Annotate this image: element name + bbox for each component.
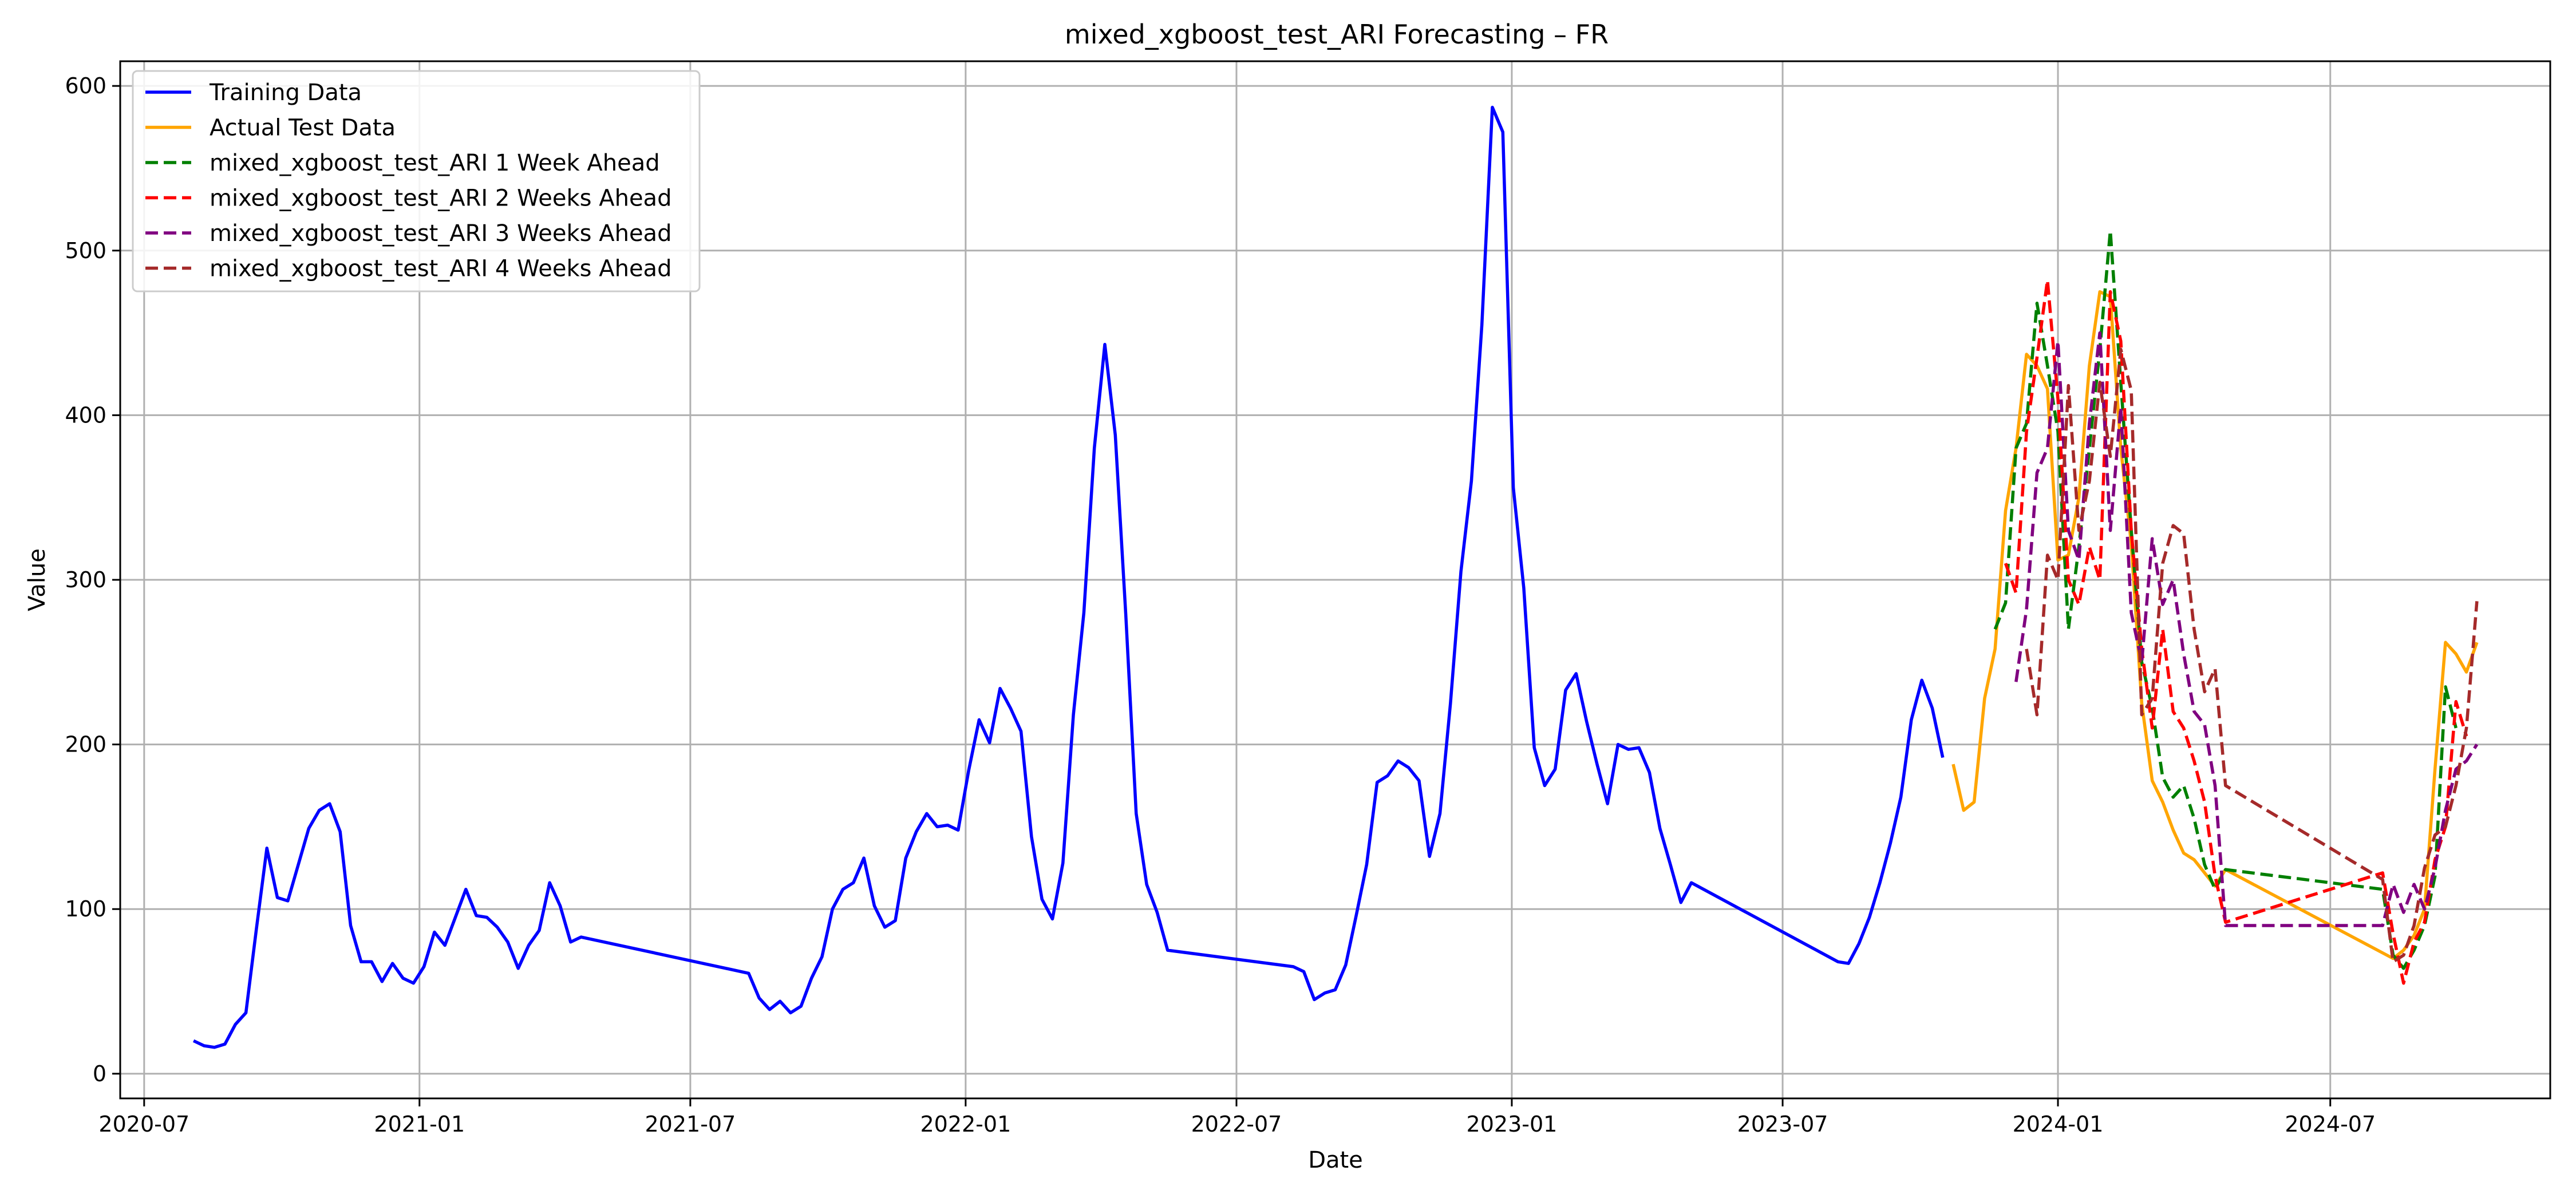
series-line-4 <box>2004 278 2468 985</box>
legend-box <box>132 70 701 292</box>
x-axis-label: Date <box>1308 1147 1363 1173</box>
y-tick-label: 200 <box>65 732 106 757</box>
x-tick-label: 2022-07 <box>1191 1112 1282 1137</box>
x-tick-label: 2024-01 <box>2013 1112 2104 1137</box>
x-tick-label: 2023-01 <box>1467 1112 1558 1137</box>
x-tick-label: 2020-07 <box>98 1112 189 1137</box>
legend-label: Actual Test Data <box>210 115 396 141</box>
y-tick-label: 100 <box>65 896 106 922</box>
series-line-6 <box>2025 347 2479 964</box>
x-tick-label: 2021-07 <box>645 1112 736 1137</box>
legend: Training Data Actual Test Data mixed_xgboo… <box>132 70 701 292</box>
y-tick-label: 500 <box>65 238 106 263</box>
series-line-2 <box>1951 290 2479 960</box>
x-tick-label: 2022-01 <box>920 1112 1011 1137</box>
series-line-1 <box>192 105 1945 1049</box>
y-axis-label: Value <box>24 548 50 611</box>
y-tick-label: 600 <box>65 73 106 98</box>
x-tick-label: 2021-01 <box>374 1112 465 1137</box>
y-tick-label: 400 <box>65 402 106 428</box>
chart-title: mixed_xgboost_test_ARI Forecasting – FR <box>1065 19 1609 50</box>
legend-label: mixed_xgboost_test_ARI 3 Weeks Ahead <box>210 220 671 247</box>
grid-lines <box>120 61 2550 1098</box>
legend-label: Training Data <box>209 80 362 106</box>
x-tick-label: 2023-07 <box>1737 1112 1828 1137</box>
legend-label: mixed_xgboost_test_ARI 1 Week Ahead <box>210 150 660 176</box>
x-tick-label: 2024-07 <box>2285 1112 2376 1137</box>
y-tick-label: 0 <box>93 1061 106 1086</box>
legend-label: mixed_xgboost_test_ARI 2 Weeks Ahead <box>210 185 671 212</box>
y-tick-label: 300 <box>65 567 106 592</box>
series-line-5 <box>2014 331 2479 927</box>
series-line-3 <box>1993 229 2458 970</box>
axis-ticks: 2020-07 2021-01 2021-07 2022-01 2022-07 2023-… <box>65 73 2376 1137</box>
series-lines <box>192 105 2479 1049</box>
legend-label: mixed_xgboost_test_ARI 4 Weeks Ahead <box>210 256 671 282</box>
